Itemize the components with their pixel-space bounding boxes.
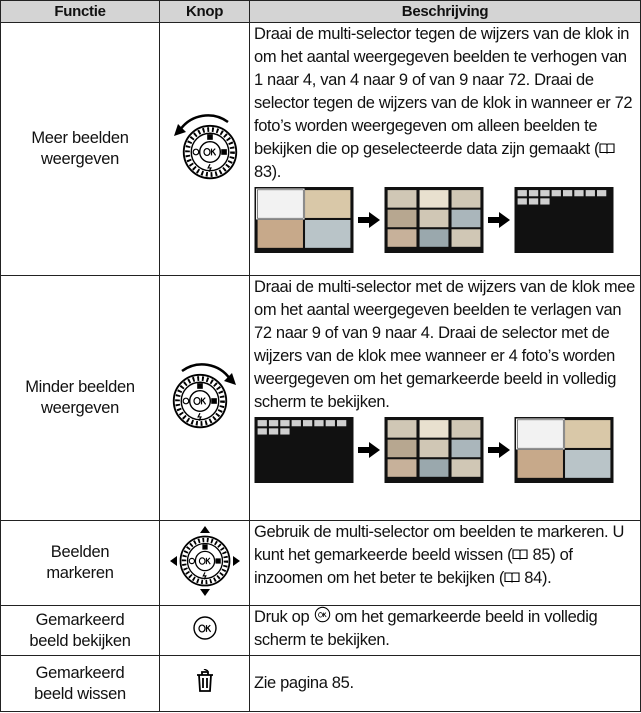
button-cell (159, 605, 250, 656)
button-cell (159, 275, 250, 521)
function-line: Gemarkeerd (35, 663, 125, 682)
function-line: markeren (46, 564, 114, 582)
description-text: 84). (520, 569, 552, 587)
description-text: 83). (254, 163, 282, 181)
book-icon (512, 548, 528, 561)
row: Gemarkeerd beeld bekijken Druk op om het … (0, 605, 641, 656)
description-cell: Druk op om het gemarkeerde beeld in voll… (249, 605, 641, 656)
arrow-icon (358, 442, 380, 458)
dial-cw-icon (166, 362, 236, 435)
arrow-icon (358, 212, 380, 228)
function-cell: Gemarkeerd beeld wissen (0, 655, 160, 712)
row: Minder beelden weergeven Draai de multi-s… (0, 275, 641, 521)
arrow-icon (488, 212, 510, 228)
screen-thumbnail (384, 187, 484, 253)
header-cell: Beschrijving (249, 0, 641, 23)
description-cell: Gebruik de multi-selector om beelden te … (249, 520, 641, 606)
header-cell: Functie (0, 0, 160, 23)
description-cell: Draai de multi-selector met de wijzers v… (249, 275, 641, 521)
function-line: Gemarkeerd (35, 610, 125, 629)
screen-thumbnail (514, 187, 614, 253)
ok-button-icon (314, 606, 330, 623)
row: Meer beelden weergeven Draai de multi-sel… (0, 22, 641, 276)
arrow-icon (488, 442, 510, 458)
function-cell: Gemarkeerd beeld bekijken (0, 605, 160, 656)
description-text: om het gemarkeerde beeld in volledig sch… (254, 608, 598, 649)
ok-button-icon (192, 616, 217, 640)
dial-ccw-icon (173, 113, 244, 186)
function-line: beeld wissen (34, 684, 126, 703)
description-text: Zie pagina 85. (254, 674, 354, 692)
description-text: Gebruik de multi-selector om beelden te … (254, 523, 625, 564)
thumbnail-strip (254, 417, 637, 483)
function-line: weergeven (40, 150, 120, 168)
screen-thumbnail (254, 187, 354, 253)
row: Gemarkeerd beeld wissen Zie pagina 85. (0, 655, 641, 712)
function-cell: Beelden markeren (0, 520, 160, 606)
description-text: Druk op (254, 608, 314, 626)
button-cell (159, 22, 250, 276)
function-line: weergeven (40, 399, 120, 417)
description-text: 85) of inzoomen om het beter te bekijken… (254, 546, 573, 587)
book-icon (599, 142, 615, 155)
function-line: Minder beelden (25, 378, 135, 396)
dial-arrows-icon (169, 525, 240, 596)
button-cell (159, 520, 250, 606)
function-cell: Minder beelden weergeven (0, 275, 160, 521)
screen-thumbnail (514, 417, 614, 483)
delete-button-icon (196, 668, 213, 692)
description-text: Draai de multi-selector tegen de wijzers… (254, 25, 633, 158)
header-row: Functie Knop Beschrijving (0, 0, 641, 23)
description-cell: Zie pagina 85. (249, 655, 641, 712)
function-line: beeld bekijken (29, 631, 131, 650)
screen-thumbnail (384, 417, 484, 483)
description-cell: Draai de multi-selector tegen de wijzers… (249, 22, 641, 276)
screen-thumbnail (254, 417, 354, 483)
button-cell (159, 655, 250, 712)
function-line: Beelden (50, 543, 110, 561)
book-icon (504, 571, 520, 584)
row: Beelden markeren Gebruik de multi-selecto… (0, 520, 641, 606)
function-cell: Meer beelden weergeven (0, 22, 160, 276)
description-text: Draai de multi-selector met de wijzers v… (254, 278, 635, 411)
function-line: Meer beelden (31, 129, 129, 147)
thumbnail-strip (254, 187, 637, 253)
header-cell: Knop (159, 0, 250, 23)
